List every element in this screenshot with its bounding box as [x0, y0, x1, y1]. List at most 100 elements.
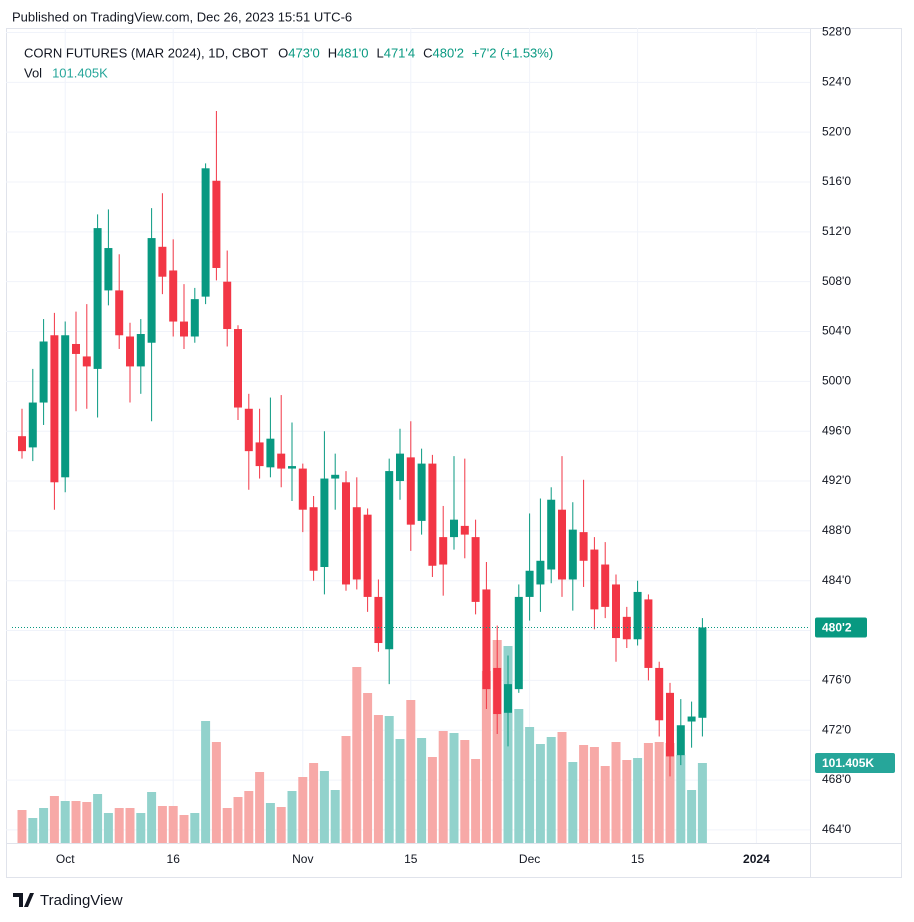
- candle-body: [39, 341, 48, 403]
- candle-body: [212, 180, 221, 268]
- candle-body: [309, 507, 318, 571]
- candle-body: [50, 335, 59, 483]
- x-tick-label: 2024: [743, 852, 770, 866]
- volume-bar: [579, 744, 589, 843]
- last-price-label: 480'2: [822, 621, 852, 635]
- volume-bar: [373, 714, 383, 843]
- volume-bar: [287, 791, 297, 843]
- y-tick-label: 516'0: [822, 174, 851, 188]
- volume-bar: [179, 814, 189, 843]
- candle-body: [363, 514, 372, 597]
- logo: TradingView: [13, 892, 123, 909]
- legend-change: +7'2 (+1.53%): [472, 45, 553, 60]
- candle-body: [558, 509, 566, 580]
- legend-value: 481'0: [337, 45, 368, 60]
- candle-body: [374, 596, 383, 644]
- y-tick-label: 504'0: [822, 324, 851, 338]
- volume-bar: [481, 671, 491, 843]
- y-tick-label: 520'0: [822, 124, 851, 138]
- axes: 464'0468'0472'0476'0480'0484'0488'0492'0…: [12, 25, 895, 866]
- volume-bar: [190, 813, 200, 843]
- legend-key: L: [376, 45, 383, 60]
- candle-body: [320, 478, 329, 568]
- candle-body: [288, 466, 296, 469]
- volume-bar: [697, 763, 707, 843]
- published-note: Published on TradingView.com, Dec 26, 20…: [12, 9, 352, 24]
- candle-body: [655, 667, 664, 721]
- candle-body: [223, 281, 232, 330]
- candle-body: [547, 499, 556, 570]
- y-tick-label: 524'0: [822, 74, 851, 88]
- volume-bar: [201, 721, 211, 843]
- candle-body: [298, 468, 307, 510]
- candle-body: [61, 335, 70, 478]
- volume-bar: [147, 791, 157, 843]
- volume-bar: [417, 738, 427, 843]
- candle-body: [277, 453, 286, 469]
- candle-body: [687, 716, 696, 722]
- volume-bar: [255, 771, 265, 843]
- y-tick-label: 468'0: [822, 772, 851, 786]
- volume-bar: [633, 758, 643, 843]
- candle-body: [633, 591, 642, 640]
- candle-body: [342, 482, 350, 585]
- candle-body: [676, 725, 685, 756]
- symbol: CORN FUTURES (MAR 2024), 1D, CBOT: [24, 45, 268, 60]
- volume-bar: [525, 726, 535, 843]
- volume-bar: [39, 808, 49, 843]
- candle-body: [244, 408, 253, 452]
- volume-bar: [341, 736, 351, 843]
- candle-body: [331, 474, 340, 479]
- candle-body: [450, 519, 458, 538]
- legend: CORN FUTURES (MAR 2024), 1D, CBOT O 473'0 H…: [24, 45, 553, 80]
- x-tick-label: Nov: [292, 852, 313, 866]
- volume-bar: [82, 801, 92, 843]
- candle-body: [666, 692, 674, 757]
- volume-bar: [309, 763, 319, 843]
- grid: [6, 28, 810, 843]
- legend-key: O: [278, 45, 288, 60]
- candle-body: [104, 248, 113, 291]
- candle-body: [72, 343, 80, 354]
- legend-key: C: [423, 45, 432, 60]
- x-tick-label: 15: [631, 852, 645, 866]
- legend-value: 471'4: [384, 45, 415, 60]
- x-tick-label: 16: [167, 852, 181, 866]
- candle-body: [82, 356, 91, 367]
- y-tick-label: 472'0: [822, 722, 851, 736]
- candle-body: [28, 402, 37, 448]
- candle-body: [514, 596, 523, 690]
- volume-bar: [93, 794, 103, 843]
- y-tick-label: 492'0: [822, 473, 851, 487]
- candle-body: [601, 564, 610, 607]
- candle-body: [579, 532, 588, 561]
- candle-body: [234, 329, 242, 408]
- candle-pane: [18, 110, 707, 777]
- candle-body: [536, 560, 545, 585]
- volume-value: 101.405K: [52, 65, 108, 80]
- candle-body: [255, 442, 264, 467]
- candle-body: [612, 584, 620, 639]
- volume-bar: [622, 759, 632, 843]
- volume-bar: [244, 791, 254, 843]
- candle-body: [147, 238, 156, 343]
- volume-bar: [535, 744, 545, 843]
- y-tick-label: 464'0: [822, 822, 851, 836]
- volume-bar: [330, 789, 340, 843]
- x-tick-label: Oct: [56, 852, 75, 866]
- volume-bar: [514, 709, 524, 843]
- x-tick-label: Dec: [519, 852, 540, 866]
- y-tick-label: 484'0: [822, 573, 851, 587]
- candle-body: [482, 589, 491, 690]
- volume-bar: [438, 731, 448, 843]
- volume-bar: [546, 736, 556, 843]
- candle-body: [180, 321, 188, 337]
- volume-bar: [384, 716, 394, 843]
- volume-tag: [815, 753, 895, 774]
- volume-bar: [352, 666, 362, 843]
- volume-bar: [298, 776, 308, 843]
- candle-body: [428, 463, 437, 566]
- legend-key: H: [328, 45, 337, 60]
- candle-body: [126, 336, 134, 367]
- volume-bar: [611, 741, 621, 843]
